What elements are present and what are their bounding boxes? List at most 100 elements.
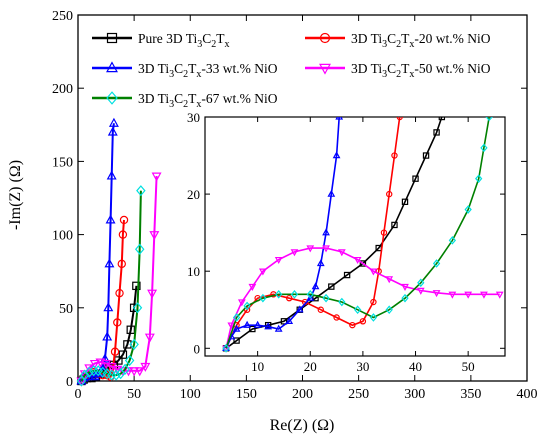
- legend-entry-5: 3D Ti3C2Tx-67 wt.% NiO: [92, 91, 278, 110]
- inset-plot: 10 20 30 40 50 0 10 20 30: [187, 110, 506, 374]
- y-tick-label: 50: [59, 302, 73, 317]
- inset-data-point: [259, 293, 267, 303]
- data-point: [144, 333, 155, 343]
- data-point: [107, 126, 118, 136]
- inset-data-point: [322, 293, 330, 303]
- data-point: [108, 117, 119, 127]
- data-point: [106, 369, 117, 381]
- inset-data-point: [417, 278, 425, 288]
- data-point: [102, 331, 113, 341]
- legend-marker: [319, 63, 331, 75]
- inset-data-point: [480, 143, 488, 153]
- inset-x-tick-label: 30: [356, 359, 369, 374]
- inset-data-point: [433, 129, 440, 136]
- data-point: [134, 367, 145, 377]
- inset-data-point: [353, 305, 362, 315]
- series-5: [76, 185, 146, 387]
- y-tick-label: 0: [66, 375, 73, 390]
- legend-entry-4: 3D Ti3C2Tx-50 wt.% NiO: [305, 61, 491, 80]
- inset-data-point: [401, 293, 409, 303]
- inset-data-point: [495, 291, 504, 299]
- data-point: [99, 353, 110, 363]
- inset-data-point: [306, 290, 314, 299]
- inset-data-point: [343, 271, 351, 279]
- y-tick-label: 150: [52, 155, 73, 170]
- data-point: [105, 214, 116, 224]
- data-point: [149, 231, 160, 241]
- inset-data-point: [401, 283, 409, 291]
- x-tick-label: 100: [180, 387, 201, 402]
- data-point: [140, 362, 151, 372]
- inset-data-point: [353, 256, 362, 264]
- inset-data-point: [243, 320, 251, 328]
- inset-data-point: [274, 256, 283, 264]
- legend-marker: [319, 32, 331, 44]
- series-line: [80, 190, 142, 382]
- data-point: [136, 185, 146, 197]
- inset-data-point: [259, 268, 267, 276]
- inset-data-point: [464, 291, 473, 299]
- data-point: [104, 258, 115, 268]
- inset-series-4: [222, 245, 504, 353]
- inset-data-point: [327, 189, 336, 197]
- data-point: [126, 325, 135, 334]
- inset-data-point: [438, 117, 446, 121]
- legend-entry-2: 3D Ti3C2Tx-20 wt.% NiO: [305, 31, 491, 50]
- inset-frame: [204, 116, 506, 357]
- inset-data-point: [332, 151, 341, 159]
- inset-data-point: [401, 198, 409, 206]
- x-tick-label: 50: [127, 387, 141, 402]
- inset-data-point: [280, 318, 288, 325]
- legend-label: Pure 3D Ti3C2Tx: [138, 31, 230, 50]
- inset-data-point: [322, 245, 330, 253]
- inset-data-point: [386, 190, 393, 198]
- inset-data-point: [369, 268, 378, 276]
- series-line: [80, 175, 158, 382]
- inset-data-point: [464, 205, 472, 214]
- x-tick-label: 300: [404, 387, 425, 402]
- inset-data-point: [333, 314, 340, 321]
- inset-data-point: [416, 287, 425, 295]
- data-point: [84, 366, 94, 378]
- inset-data-point: [264, 322, 273, 330]
- data-point: [132, 302, 143, 314]
- inset-data-point: [306, 245, 315, 253]
- x-tick-label: 350: [460, 387, 481, 402]
- data-point: [132, 281, 141, 291]
- inset-data-point: [243, 301, 251, 311]
- y-axis-label: -Im(Z) (Ω): [7, 160, 24, 230]
- inset-data-point: [286, 294, 293, 302]
- data-point: [124, 354, 135, 367]
- data-point: [129, 367, 140, 377]
- inset-data-point: [317, 306, 324, 313]
- inset-data-point: [359, 260, 367, 267]
- inset-data-point: [290, 249, 299, 257]
- inset-x-tick-label: 10: [251, 359, 264, 374]
- inset-data-point: [337, 249, 346, 257]
- series-line: [80, 123, 115, 382]
- inset-data-point: [249, 325, 256, 333]
- inset-data-point: [385, 305, 393, 315]
- data-point: [147, 289, 158, 299]
- inset-data-point: [391, 221, 398, 229]
- data-point: [111, 369, 121, 381]
- inset-data-point: [275, 290, 283, 299]
- inset-data-point: [385, 276, 394, 284]
- data-point: [119, 215, 129, 225]
- legend-label: 3D Ti3C2Tx-67 wt.% NiO: [138, 91, 278, 110]
- legend-entry-1: Pure 3D Ti3C2Tx: [92, 31, 230, 50]
- inset-data-point: [306, 293, 315, 301]
- data-point: [115, 288, 124, 298]
- y-tick-label: 100: [52, 229, 73, 244]
- legend-entry-3: 3D Ti3C2Tx-33 wt.% NiO: [92, 61, 278, 80]
- x-tick-label: 0: [75, 387, 82, 402]
- inset-data-point: [290, 290, 299, 299]
- inset-data-point: [222, 343, 230, 353]
- x-tick-label: 400: [517, 387, 538, 402]
- inset-data-point: [349, 321, 356, 329]
- inset-data-point: [370, 298, 377, 306]
- inset-series-5: [222, 117, 493, 353]
- inset-data-point: [274, 324, 283, 332]
- data-point: [76, 377, 87, 387]
- inset-series-group: [222, 117, 504, 353]
